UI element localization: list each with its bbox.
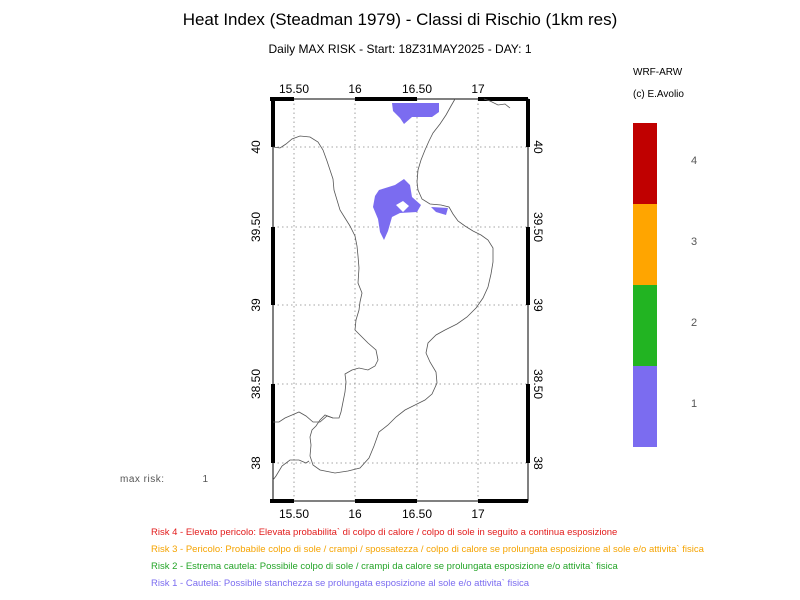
- max-risk-readout: max risk: 1: [120, 474, 209, 485]
- lat-label-left: 39: [249, 298, 263, 312]
- chart-subtitle: Daily MAX RISK - Start: 18Z31MAY2025 - D…: [268, 42, 532, 56]
- coastline: [272, 98, 511, 481]
- lat-label-left: 39.50: [249, 212, 263, 242]
- risk-area-north: [392, 103, 439, 124]
- risk-area-hole: [396, 201, 409, 212]
- colorbar-class-2: [633, 285, 657, 366]
- lon-label-top: 15.50: [279, 82, 309, 96]
- max-risk-value: 1: [202, 474, 209, 485]
- colorbar-label: 2: [691, 317, 697, 329]
- lon-labels-bottom: 15.50 16 16.50 17: [279, 507, 485, 521]
- map-border-bars: [270, 97, 530, 503]
- lon-label-bottom: 15.50: [279, 507, 309, 521]
- map-grid: [273, 99, 528, 501]
- risk-areas: [373, 103, 448, 240]
- risk-legend-item-2: Risk 2 - Estrema cautela: Possibile colp…: [151, 561, 618, 572]
- lat-label-right: 39.50: [531, 212, 545, 242]
- max-risk-label: max risk:: [120, 474, 165, 485]
- colorbar-class-3: [633, 204, 657, 285]
- colorbar-label: 4: [691, 155, 697, 167]
- chart-title: Heat Index (Steadman 1979) - Classi di R…: [182, 10, 618, 29]
- colorbar-label: 3: [691, 236, 697, 248]
- lat-labels-left: 40 39.50 39 38.50 38: [249, 140, 263, 470]
- author-credit: (c) E.Avolio: [633, 89, 684, 100]
- risk-legend-item-4: Risk 4 - Elevato pericolo: Elevata proba…: [151, 527, 618, 538]
- lat-label-right: 38: [531, 456, 545, 470]
- colorbar: 4 3 2 1: [633, 123, 697, 447]
- map-frame: [272, 98, 529, 502]
- colorbar-class-4: [633, 123, 657, 204]
- risk-area-sila: [373, 179, 421, 240]
- lon-label-bottom: 17: [471, 507, 485, 521]
- lon-label-top: 16.50: [402, 82, 432, 96]
- lat-label-right: 39: [531, 298, 545, 312]
- lon-label-top: 16: [348, 82, 362, 96]
- lat-label-left: 38: [249, 456, 263, 470]
- colorbar-label: 1: [691, 398, 697, 410]
- lat-label-right: 40: [531, 140, 545, 154]
- colorbar-class-1: [633, 366, 657, 447]
- risk-legend-item-3: Risk 3 - Pericolo: Probabile colpo di so…: [151, 544, 704, 555]
- risk-legend-item-1: Risk 1 - Cautela: Possibile stanchezza s…: [151, 578, 530, 589]
- lon-labels-top: 15.50 16 16.50 17: [279, 82, 485, 96]
- risk-legend: Risk 4 - Elevato pericolo: Elevata proba…: [151, 524, 704, 592]
- lat-label-left: 40: [249, 140, 263, 154]
- lon-label-bottom: 16.50: [402, 507, 432, 521]
- model-name: WRF-ARW: [633, 67, 683, 78]
- risk-area-east: [431, 207, 448, 215]
- model-credit-block: WRF-ARW (c) E.Avolio: [633, 62, 684, 106]
- lat-labels-right: 40 39.50 39 38.50 38: [531, 140, 545, 470]
- lat-label-left: 38.50: [249, 369, 263, 399]
- lon-label-bottom: 16: [348, 507, 362, 521]
- lon-label-top: 17: [471, 82, 485, 96]
- lat-label-right: 38.50: [531, 369, 545, 399]
